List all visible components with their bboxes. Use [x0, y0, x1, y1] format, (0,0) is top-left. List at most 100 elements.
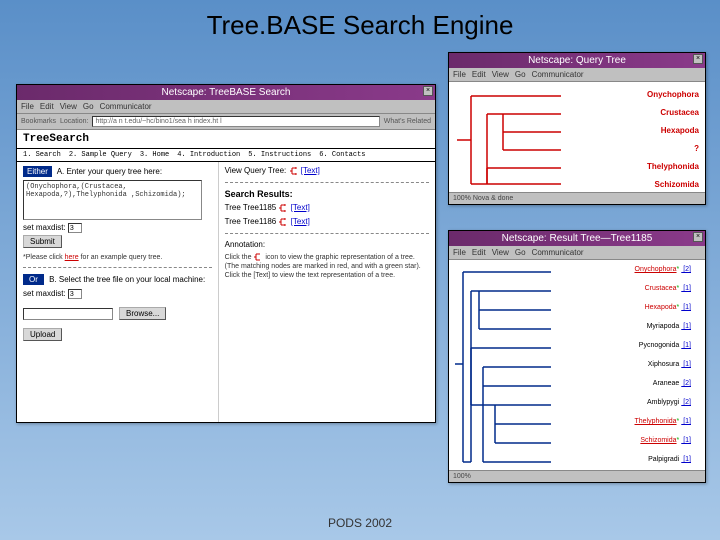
menu-item[interactable]: View	[492, 70, 509, 79]
menu-item[interactable]: Edit	[472, 248, 486, 257]
search-title: Netscape: TreeBASE Search	[162, 87, 291, 98]
nav-link[interactable]: 3. Home	[140, 151, 169, 159]
tree-icon[interactable]	[278, 203, 288, 213]
menu-item[interactable]: Edit	[40, 102, 54, 111]
taxon-count-link[interactable]: [1]	[681, 285, 691, 292]
nav-link[interactable]: 6. Contacts	[319, 151, 365, 159]
tree-icon[interactable]	[289, 166, 299, 176]
taxon-count-link[interactable]: [1]	[681, 437, 691, 444]
taxon-label: Schizomida	[655, 180, 699, 189]
menu-item[interactable]: Go	[515, 248, 526, 257]
taxon-count-link[interactable]: [1]	[681, 418, 691, 425]
menu-item[interactable]: View	[60, 102, 77, 111]
taxon-label: Pycnogonida [1]	[639, 342, 691, 349]
taxon-label: ?	[694, 144, 699, 153]
result-2-text-link[interactable]: [Text]	[291, 217, 310, 226]
result-tree-title: Netscape: Result Tree—Tree1185	[502, 233, 653, 244]
result-1-text-link[interactable]: [Text]	[291, 203, 310, 212]
right-panel: View Query Tree: [Text] Search Results: …	[218, 162, 435, 422]
query-tree-menubar: File Edit View Go Communicator	[449, 68, 705, 82]
taxon-label: Crustacea* [1]	[645, 285, 691, 292]
annotation-3: Click the [Text] to view the text repres…	[225, 271, 429, 280]
query-textarea[interactable]: (Onychophora,(Crustacea, Hexapoda,?),The…	[23, 180, 202, 220]
taxon-label: Hexapoda	[661, 126, 699, 135]
taxon-label: Hexapoda* [1]	[645, 304, 691, 311]
menu-item[interactable]: File	[21, 102, 34, 111]
taxon-count-link[interactable]: [1]	[681, 304, 691, 311]
maxdist-input[interactable]: 3	[68, 223, 82, 233]
annotation-1: Click the icon to view the graphic repre…	[225, 252, 429, 262]
search-toolbar: Bookmarks Location: http://a n t.edu/~hc…	[17, 114, 435, 130]
taxon-label: Thelyphonida	[647, 162, 699, 171]
menu-item[interactable]: Communicator	[532, 248, 584, 257]
taxon-count-link[interactable]: [1]	[681, 456, 691, 463]
taxon-count-link[interactable]: [2]	[681, 266, 691, 273]
close-icon[interactable]: ×	[423, 86, 433, 96]
maxdist-label: set maxdist:	[23, 223, 66, 232]
taxon-label: Onychophora* [2]	[635, 266, 692, 273]
url-field[interactable]: http://a n t.edu/~hc/bino1/sea h index.h…	[92, 116, 379, 127]
taxon-label: Schizomida* [1]	[640, 437, 691, 444]
result-tree-titlebar: Netscape: Result Tree—Tree1185 ×	[449, 231, 705, 246]
taxon-count-link[interactable]: [1]	[681, 361, 691, 368]
browse-button[interactable]: Browse...	[119, 307, 166, 320]
result-tree-status: 100%	[449, 470, 705, 482]
taxon-label: Amblypygi [2]	[647, 399, 691, 406]
whats-related-button[interactable]: What's Related	[384, 118, 431, 125]
query-tree-window: Netscape: Query Tree × File Edit View Go Com…	[448, 52, 706, 205]
menu-item[interactable]: Communicator	[100, 102, 152, 111]
example-note: *Please click here for an example query …	[23, 254, 212, 261]
taxon-count-link[interactable]: [2]	[681, 380, 691, 387]
search-content: TreeSearch 1. Search2. Sample Query3. Ho…	[17, 130, 435, 422]
section-a-label: A. Enter your query tree here:	[57, 167, 162, 176]
nav-link[interactable]: 1. Search	[23, 151, 61, 159]
footer: PODS 2002	[0, 516, 720, 530]
taxon-label: Crustacea	[660, 108, 699, 117]
menu-item[interactable]: Communicator	[532, 70, 584, 79]
bookmarks-button[interactable]: Bookmarks	[21, 118, 56, 125]
taxon-label: Myriapoda [1]	[647, 323, 691, 330]
menu-item[interactable]: View	[492, 248, 509, 257]
taxon-count-link[interactable]: [2]	[681, 399, 691, 406]
or-badge: Or	[23, 274, 44, 285]
result-tree-window: Netscape: Result Tree—Tree1185 × File Edi…	[448, 230, 706, 483]
menu-item[interactable]: File	[453, 248, 466, 257]
result-1: Tree Tree1185	[225, 203, 277, 212]
search-titlebar: Netscape: TreeBASE Search ×	[17, 85, 435, 100]
query-tree-titlebar: Netscape: Query Tree ×	[449, 53, 705, 68]
menu-item[interactable]: Edit	[472, 70, 486, 79]
left-panel: Either A. Enter your query tree here: (O…	[17, 162, 218, 422]
view-text-link[interactable]: [Text]	[301, 166, 320, 175]
taxon-label: Palpigradi [1]	[648, 456, 691, 463]
close-icon[interactable]: ×	[693, 232, 703, 242]
result-2: Tree Tree1186	[225, 217, 277, 226]
close-icon[interactable]: ×	[693, 54, 703, 64]
query-tree-status: 100% Nova & done	[449, 192, 705, 204]
either-badge: Either	[23, 166, 52, 177]
taxon-label: Araneae [2]	[653, 380, 691, 387]
query-tree-title: Netscape: Query Tree	[528, 55, 626, 66]
submit-button[interactable]: Submit	[23, 235, 62, 248]
taxon-count-link[interactable]: [1]	[681, 342, 691, 349]
example-link[interactable]: here	[65, 254, 79, 261]
maxdist2-input[interactable]: 3	[68, 289, 82, 299]
query-tree-content: OnychophoraCrustaceaHexapoda?Thelyphonid…	[449, 82, 705, 192]
nav-link[interactable]: 4. Introduction	[177, 151, 240, 159]
annotation-heading: Annotation:	[225, 240, 429, 249]
taxon-count-link[interactable]: [1]	[681, 323, 691, 330]
file-path-input[interactable]	[23, 308, 113, 320]
result-tree-content: Onychophora* [2] Crustacea* [1] Hexapoda* …	[449, 260, 705, 470]
nav-link[interactable]: 2. Sample Query	[69, 151, 132, 159]
annotation-2: (The matching nodes are marked in red, a…	[225, 262, 429, 271]
view-query-label: View Query Tree:	[225, 166, 287, 175]
search-menubar: File Edit View Go Communicator	[17, 100, 435, 114]
search-window: Netscape: TreeBASE Search × File Edit View…	[16, 84, 436, 423]
page-title: Tree.BASE Search Engine	[0, 0, 720, 47]
menu-item[interactable]: File	[453, 70, 466, 79]
taxon-label: Xiphosura [1]	[648, 361, 691, 368]
menu-item[interactable]: Go	[515, 70, 526, 79]
upload-button[interactable]: Upload	[23, 328, 62, 341]
nav-link[interactable]: 5. Instructions	[248, 151, 311, 159]
tree-icon[interactable]	[278, 217, 288, 227]
menu-item[interactable]: Go	[83, 102, 94, 111]
